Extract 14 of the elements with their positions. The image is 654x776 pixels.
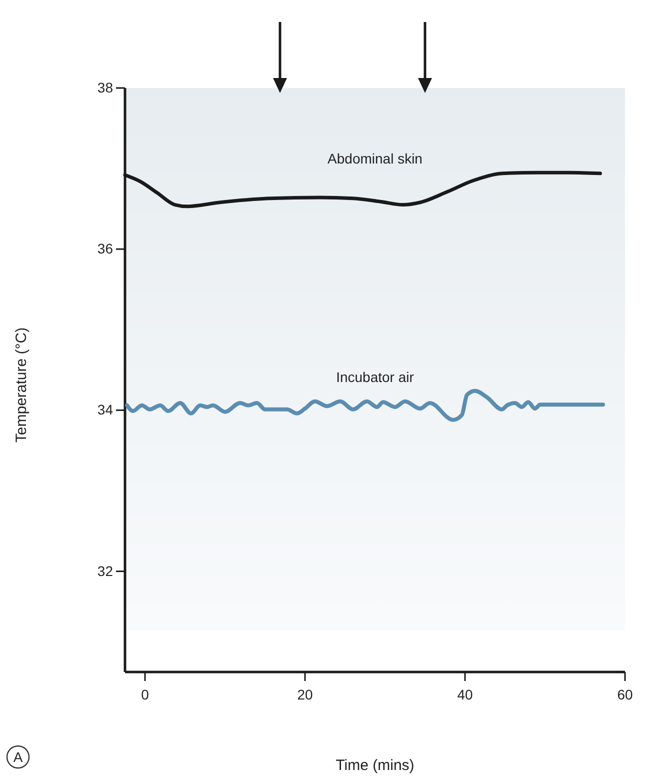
x-tick-label: 60	[617, 686, 633, 702]
y-tick-label: 34	[97, 402, 114, 418]
x-tick-label: 40	[457, 686, 473, 702]
y-tick-label: 36	[97, 240, 114, 257]
y-axis-title: Temperature (°C)	[13, 327, 30, 443]
series-label: Incubator air	[336, 368, 414, 385]
y-tick-label: 32	[97, 562, 114, 579]
x-axis-title: Time (mins)	[336, 757, 414, 774]
x-tick-label: 20	[297, 686, 313, 702]
y-tick-label: 38	[97, 79, 114, 96]
text: A	[13, 749, 24, 765]
text: Abdominal skin	[328, 150, 422, 167]
x-tick-label: 0	[141, 686, 150, 702]
line-series	[125, 388, 605, 422]
